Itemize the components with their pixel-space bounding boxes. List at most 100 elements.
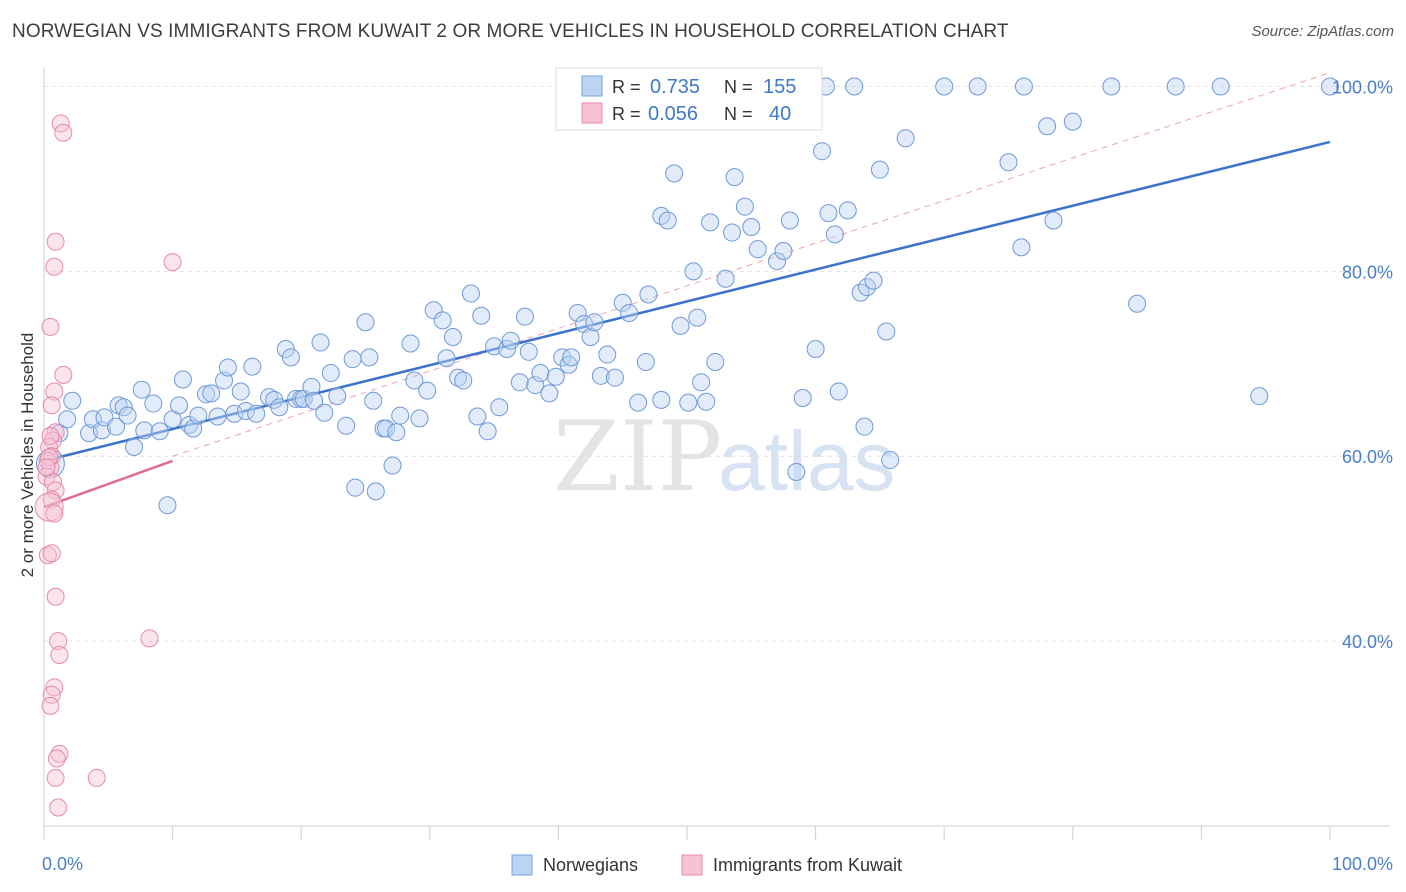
norwegians-point [526,376,545,395]
norwegians-point [562,348,581,367]
norwegians-point [519,342,538,361]
norwegians-point [497,340,516,359]
norwegians-point [1211,77,1230,96]
norwegians-point [337,416,356,435]
kuwait-point [163,253,182,272]
kuwait-point [140,629,159,648]
stats-n-value-1: 155 [763,76,796,98]
kuwait-point [46,587,65,606]
norwegians-point [748,240,767,259]
kuwait-point [37,458,56,477]
norwegians-point [158,496,177,515]
norwegians-point [437,349,456,368]
kuwait-point [42,490,61,509]
norwegians-point [391,406,410,425]
norwegians-point [881,450,900,469]
norwegians-point [568,303,587,322]
norwegians-point [793,389,812,408]
source-label: Source: ZipAtlas.com [1251,23,1394,40]
norwegians-point [1044,211,1063,230]
norwegians-point [433,311,452,330]
stats-n-label-2: N = [724,104,753,124]
norwegians-point [829,382,848,401]
norwegians-point [706,352,725,371]
norwegians-point [364,391,383,410]
kuwait-point [49,632,68,651]
kuwait-point [54,365,73,384]
norwegians-point [806,340,825,359]
norwegians-point [125,438,144,456]
watermark: ZIP atlas [553,401,895,513]
watermark-atlas: atlas [718,414,895,508]
norwegians-point [311,333,330,352]
norwegians-point [247,404,266,423]
norwegians-point [510,373,529,392]
norwegians-point [605,368,624,387]
norwegians-trend-line [43,140,1331,463]
norwegians-point [735,197,754,216]
norwegians-point [343,350,362,369]
y-tick-label-3: 100.0% [1332,77,1393,97]
legend-label-kuwait: Immigrants from Kuwait [713,855,902,875]
trend-lines [43,72,1331,509]
kuwait-point [45,678,64,697]
norwegians-point [1166,77,1185,96]
norwegians-point [315,403,334,422]
grid-lines [44,85,1390,642]
norwegians-point [671,316,690,335]
norwegians-point [716,269,735,288]
legend-swatch-norwegians [511,854,533,876]
norwegians-point [383,456,402,475]
kuwait-point [41,696,60,715]
norwegians-point [218,358,237,377]
norwegians-point [472,306,491,325]
norwegians-point [270,398,289,417]
kuwait-trend-line [43,459,174,509]
stats-r-value-2: 0.056 [648,103,698,125]
norwegians-point [864,271,883,290]
tick-labels: 40.0% 60.0% 80.0% 100.0% 0.0% 100.0% [42,77,1393,874]
norwegians-point [613,293,632,312]
norwegians-point [281,348,300,367]
norwegians-point [208,407,227,426]
norwegians-point [780,211,799,230]
norwegians-point [356,313,375,332]
norwegians-point [287,389,306,408]
norwegians-point [173,370,192,389]
norwegians-points [35,77,1339,515]
stats-n-value-2: 40 [769,103,791,125]
norwegians-point [1321,77,1339,96]
kuwait-point [45,382,64,401]
norwegians-point [679,393,698,412]
norwegians-point [1250,387,1269,406]
x-tick-label-0: 0.0% [42,854,83,874]
norwegians-point [701,213,720,232]
kuwait-point [41,426,60,445]
norwegians-point [377,419,396,438]
kuwait-point [46,232,65,251]
kuwait-point [87,768,106,787]
legend: Norwegians Immigrants from Kuwait [511,854,902,876]
norwegians-point [1063,112,1082,131]
norwegians-point [1038,117,1057,136]
y-axis-label: 2 or more Vehicles in Household [18,333,37,578]
norwegians-point [243,357,262,376]
reference-diagonal-line [172,72,1331,457]
stats-box: R = 0.735 N = 155 R = 0.056 N = 40 [555,67,823,131]
norwegians-point [540,384,559,403]
norwegians-point [877,322,896,341]
stats-r-label-2: R = [612,104,641,124]
norwegians-point [639,285,658,304]
x-tick-label-1: 100.0% [1332,854,1393,874]
norwegians-point [620,303,639,322]
watermark-zip: ZIP [553,401,722,513]
norwegians-point [1128,294,1147,313]
y-tick-label-0: 40.0% [1342,632,1393,652]
norwegians-point [935,77,954,96]
kuwait-point [42,396,61,415]
norwegians-point [443,327,462,346]
norwegians-point [665,164,684,183]
norwegians-point [366,482,385,501]
norwegians-point [515,307,534,326]
